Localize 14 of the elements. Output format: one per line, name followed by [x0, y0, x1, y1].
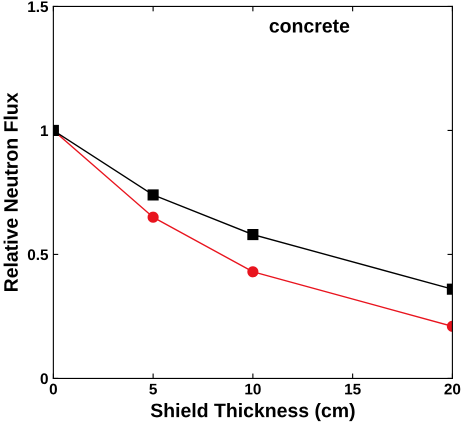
x-tick-label: 15	[345, 384, 361, 394]
x-tick-label: 5	[149, 384, 157, 394]
point	[247, 266, 258, 278]
y-tick-label: 1	[40, 125, 48, 136]
x-tick-label: 0	[50, 384, 57, 394]
x-tick-label: 20	[444, 384, 460, 394]
x-tick-label: 10	[245, 384, 261, 394]
x-axis-title: Shield Thickness (cm)	[150, 403, 355, 422]
y-tick-label: 1.5	[28, 1, 48, 12]
annotation: concrete	[270, 20, 350, 33]
point	[148, 212, 159, 223]
y-tick-label: 0.5	[28, 249, 48, 260]
y-tick-label: 0	[40, 373, 48, 384]
y-axis-title: Relative Neutron Flux	[4, 92, 18, 292]
